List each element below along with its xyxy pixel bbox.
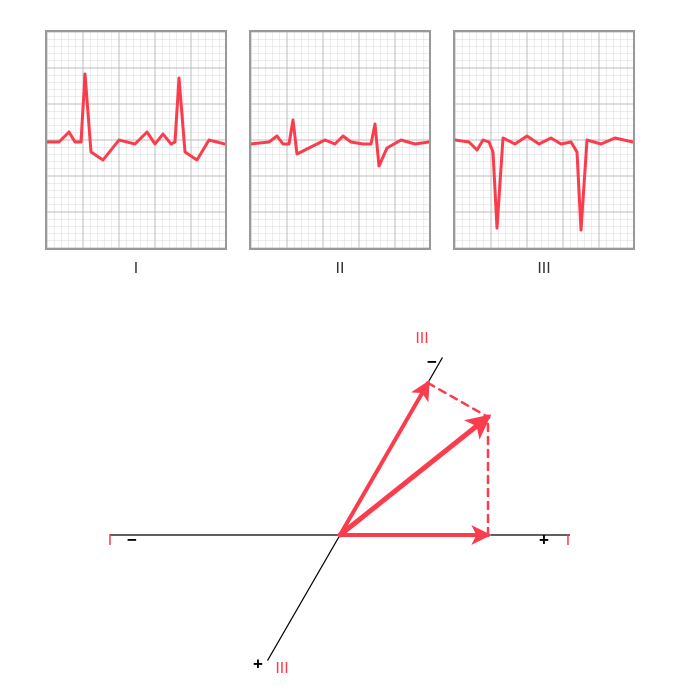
ecg-strips-row: I II III (45, 30, 635, 278)
ecg-strip-I-label: I (134, 260, 138, 278)
ecg-strip-I (45, 30, 227, 250)
ecg-strip-I-block: I (45, 30, 227, 278)
ecg-vector-figure: I II III −+−+IIIIIIII (0, 0, 680, 700)
ecg-strip-III-block: III (453, 30, 635, 278)
vector-diagram-svg: −+−+IIIIIIII (40, 315, 640, 675)
svg-text:−: − (127, 530, 137, 549)
svg-text:+: + (253, 654, 263, 673)
ecg-strip-III-label: III (537, 260, 550, 278)
ecg-strip-II-svg (251, 32, 429, 248)
svg-text:III: III (415, 330, 428, 347)
svg-text:I: I (108, 532, 112, 549)
ecg-strip-III (453, 30, 635, 250)
svg-text:−: − (427, 352, 437, 371)
ecg-strip-II-block: II (249, 30, 431, 278)
svg-text:III: III (275, 660, 288, 675)
ecg-strip-II-label: II (336, 260, 345, 278)
vector-diagram: −+−+IIIIIIII (40, 315, 640, 675)
ecg-strip-III-svg (455, 32, 633, 248)
ecg-strip-I-svg (47, 32, 225, 248)
svg-text:+: + (539, 530, 549, 549)
ecg-strip-II (249, 30, 431, 250)
svg-text:I: I (566, 532, 570, 549)
